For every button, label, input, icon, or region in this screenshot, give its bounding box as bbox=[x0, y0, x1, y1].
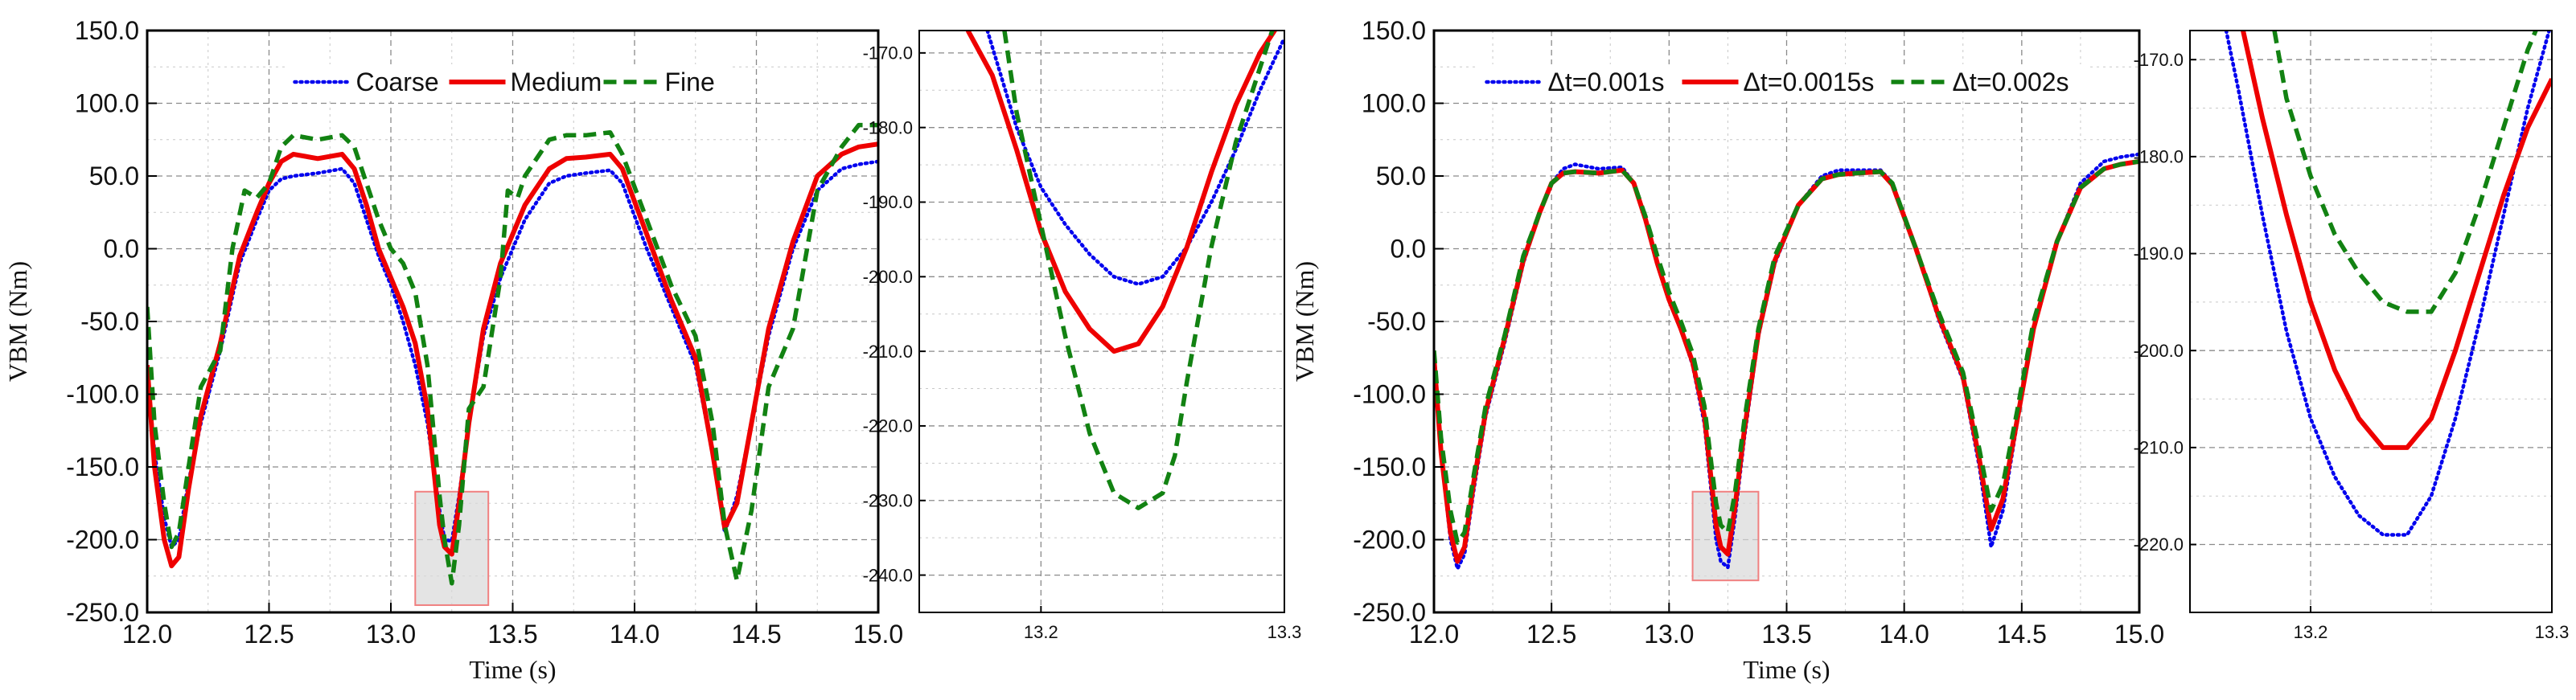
mesh-series-3-line bbox=[147, 122, 878, 586]
mesh-xtick-label: 12.0 bbox=[122, 620, 172, 649]
timestep-zoom-xtick-label: 13.3 bbox=[2535, 622, 2570, 642]
timestep-ytick-label: -150.0 bbox=[1353, 452, 1426, 481]
timestep-zoom-ytick-label: -200.0 bbox=[2134, 341, 2184, 361]
mesh-xtick-label: 15.0 bbox=[853, 620, 903, 649]
timestep-xtick-label: 14.0 bbox=[1880, 620, 1929, 649]
mesh-zoom-ytick-label: -240.0 bbox=[863, 565, 913, 585]
timestep-series-3-line bbox=[1434, 159, 2139, 545]
mesh-zoom-series-1-line bbox=[985, 31, 1284, 286]
mesh-ytick-label: 100.0 bbox=[75, 89, 139, 118]
timestep-zoom-ytick-label: -190.0 bbox=[2134, 244, 2184, 264]
mesh-xtick-label: 14.0 bbox=[610, 620, 659, 649]
mesh-zoom-xtick-label: 13.3 bbox=[1267, 622, 1302, 642]
mesh-ytick-label: -100.0 bbox=[66, 380, 139, 409]
timestep-zoom-ytick-label: -220.0 bbox=[2134, 534, 2184, 555]
timestep-ytick-label: -100.0 bbox=[1353, 380, 1426, 409]
mesh-legend-label-3: Fine bbox=[665, 68, 715, 96]
timestep-ytick-label: 50.0 bbox=[1376, 162, 1426, 190]
mesh-xtick-label: 13.0 bbox=[366, 620, 416, 649]
timestep-ytick-label: -250.0 bbox=[1353, 598, 1426, 627]
mesh-zoom-series-2-line bbox=[965, 31, 1278, 354]
mesh-xtick-label: 14.5 bbox=[731, 620, 781, 649]
timestep-xtick-label: 12.0 bbox=[1409, 620, 1459, 649]
timestep-legend-background bbox=[1478, 64, 2087, 101]
mesh-ytick-label: 150.0 bbox=[75, 16, 139, 45]
timestep-ytick-label: -200.0 bbox=[1353, 526, 1426, 555]
timestep-zoom-series-2-line bbox=[2241, 31, 2552, 450]
timestep-xtick-label: 13.5 bbox=[1761, 620, 1811, 649]
mesh-xtick-label: 13.5 bbox=[487, 620, 537, 649]
mesh-y-axis-title: VBM (Nm) bbox=[3, 261, 32, 382]
mesh-zoom-ytick-label: -200.0 bbox=[863, 267, 913, 287]
mesh-ytick-label: -50.0 bbox=[80, 307, 139, 336]
timestep-zoom-ytick-label: -180.0 bbox=[2134, 147, 2184, 167]
mesh-xtick-label: 12.5 bbox=[244, 620, 294, 649]
mesh-ytick-label: 0.0 bbox=[104, 235, 139, 264]
mesh-zoom-axes-frame bbox=[918, 30, 1285, 613]
mesh-zoom-ytick-label: -210.0 bbox=[863, 342, 913, 362]
timestep-ytick-label: 150.0 bbox=[1362, 16, 1426, 45]
timestep-ytick-label: 0.0 bbox=[1391, 235, 1426, 264]
timestep-zoom-box bbox=[1691, 490, 1760, 582]
timestep-legend-label-3: Δt=0.002s bbox=[1953, 68, 2069, 96]
timestep-xtick-label: 14.5 bbox=[1997, 620, 2047, 649]
timestep-zoom-ytick-label: -210.0 bbox=[2134, 438, 2184, 458]
mesh-zoom-ytick-label: -170.0 bbox=[863, 43, 913, 63]
mesh-ytick-label: -250.0 bbox=[66, 598, 139, 627]
timestep-zoom-ytick-label: -170.0 bbox=[2134, 50, 2184, 70]
mesh-legend-label-1: Coarse bbox=[356, 68, 439, 96]
timestep-x-axis-title: Time (s) bbox=[1743, 655, 1830, 684]
mesh-legend-label-2: Medium bbox=[511, 68, 602, 96]
timestep-zoom-axes-frame bbox=[2189, 30, 2553, 613]
timestep-y-axis-title: VBM (Nm) bbox=[1290, 261, 1319, 382]
timestep-legend-label-1: Δt=0.001s bbox=[1548, 68, 1665, 96]
mesh-ytick-label: 50.0 bbox=[89, 162, 139, 190]
mesh-zoom-ytick-label: -180.0 bbox=[863, 117, 913, 137]
mesh-zoom-ytick-label: -190.0 bbox=[863, 192, 913, 212]
timestep-xtick-label: 15.0 bbox=[2114, 620, 2164, 649]
mesh-zoom-ytick-label: -230.0 bbox=[863, 490, 913, 510]
mesh-ytick-label: -150.0 bbox=[66, 452, 139, 481]
mesh-zoom-series-3-line bbox=[1002, 31, 1275, 510]
timestep-zoom-series-3-line bbox=[2272, 31, 2538, 314]
mesh-zoom-xtick-label: 13.2 bbox=[1024, 622, 1058, 642]
timestep-ytick-label: -50.0 bbox=[1367, 307, 1426, 336]
timestep-xtick-label: 12.5 bbox=[1526, 620, 1576, 649]
mesh-series-2-line bbox=[147, 141, 878, 569]
timestep-ytick-label: 100.0 bbox=[1362, 89, 1426, 118]
mesh-zoom-ytick-label: -220.0 bbox=[863, 416, 913, 436]
mesh-ytick-label: -200.0 bbox=[66, 526, 139, 555]
timestep-zoom-xtick-label: 13.2 bbox=[2294, 622, 2328, 642]
timestep-zoom-series-1-line bbox=[2224, 31, 2551, 537]
mesh-x-axis-title: Time (s) bbox=[469, 655, 556, 684]
timestep-legend-label-2: Δt=0.0015s bbox=[1744, 68, 1875, 96]
timestep-xtick-label: 13.0 bbox=[1644, 620, 1694, 649]
